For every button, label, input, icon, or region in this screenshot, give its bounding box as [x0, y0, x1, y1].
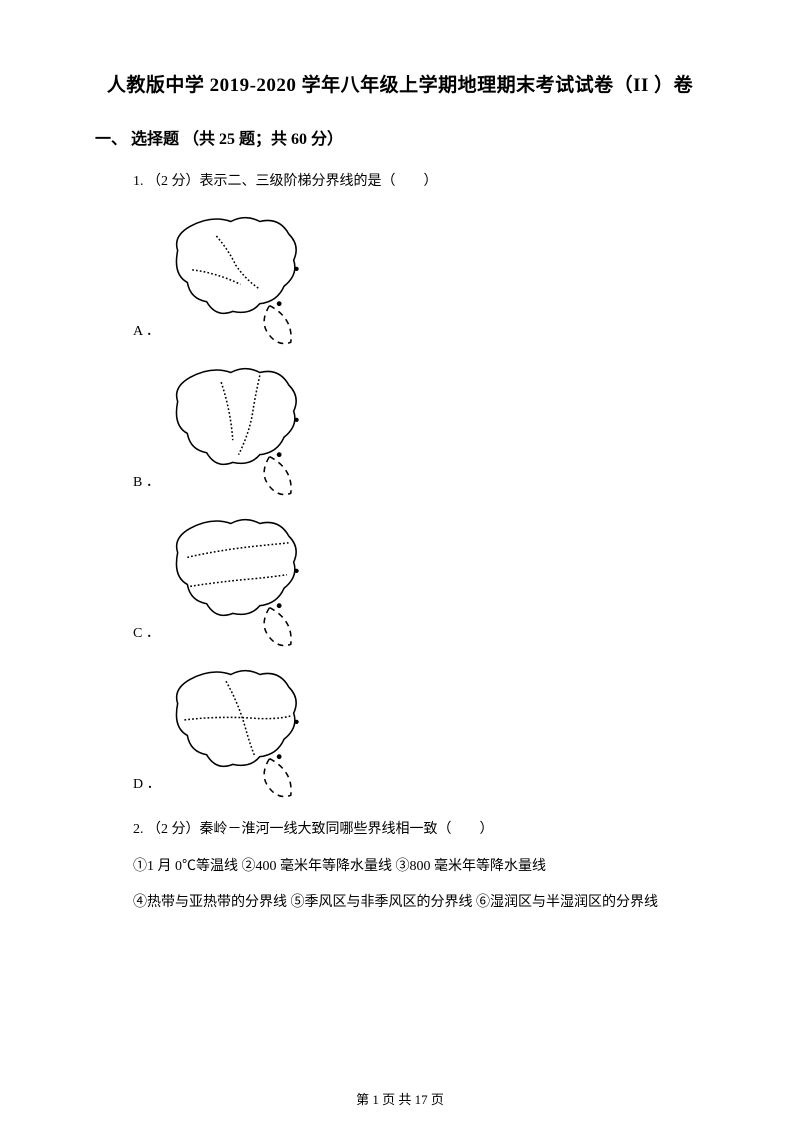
- q1-option-b-label: B ．: [133, 471, 163, 503]
- section-name: 选择题: [131, 131, 179, 148]
- page-footer: 第 1 页 共 17 页: [0, 1089, 800, 1108]
- footer-prefix: 第: [356, 1092, 372, 1107]
- china-map-icon: [163, 509, 318, 654]
- q2-line1: ①1 月 0℃等温线 ②400 毫米年等降水量线 ③800 毫米年等降水量线: [133, 856, 705, 878]
- q2-line2: ④热带与亚热带的分界线 ⑤季风区与非季风区的分界线 ⑥湿润区与半湿润区的分界线: [133, 892, 705, 914]
- exam-title: 人教版中学 2019-2020 学年八年级上学期地理期末考试试卷（II ）卷: [95, 70, 705, 97]
- footer-total-pages: 17: [415, 1092, 428, 1107]
- section-header: 一、 选择题 （共 25 题；共 60 分）: [95, 125, 705, 149]
- china-map-icon: [163, 207, 318, 352]
- q1-option-c: C ．: [133, 509, 705, 654]
- exam-page: 人教版中学 2019-2020 学年八年级上学期地理期末考试试卷（II ）卷 一…: [0, 0, 800, 1132]
- q1-option-a: A ．: [133, 207, 705, 352]
- china-map-icon: [163, 660, 318, 805]
- q1-stem: 1. （2 分）表示二、三级阶梯分界线的是（ ）: [133, 171, 705, 193]
- china-map-icon: [163, 358, 318, 503]
- q1-option-d-label: D ．: [133, 773, 163, 805]
- section-number: 一、: [95, 131, 127, 148]
- footer-suffix: 页: [428, 1092, 444, 1107]
- question-1: 1. （2 分）表示二、三级阶梯分界线的是（ ） A ．: [95, 171, 705, 915]
- footer-mid: 页 共: [379, 1092, 415, 1107]
- section-meta: （共 25 题；共 60 分）: [183, 131, 343, 148]
- q1-option-b: B ．: [133, 358, 705, 503]
- q1-option-a-label: A ．: [133, 320, 163, 352]
- q1-option-c-label: C ．: [133, 622, 163, 654]
- q2-stem: 2. （2 分）秦岭－淮河一线大致同哪些界线相一致（ ）: [133, 819, 705, 841]
- q1-option-d: D ．: [133, 660, 705, 805]
